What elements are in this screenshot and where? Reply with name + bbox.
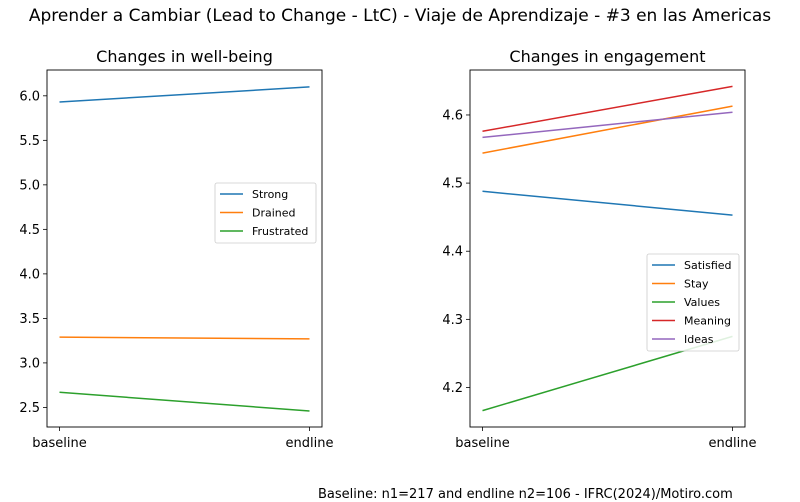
engagement-series-satisfied: [482, 190, 733, 216]
wellbeing-axes-frame: [46, 69, 323, 428]
engagement-xtick-label: endline: [709, 436, 757, 451]
engagement-ytick-label: 4.5: [442, 177, 463, 192]
engagement-legend-label-satisfied: Satisfied: [684, 259, 732, 272]
engagement-series-meaning: [482, 85, 733, 133]
wellbeing-xtick-label: baseline: [32, 436, 86, 451]
engagement-axes-frame: [469, 69, 746, 428]
wellbeing-chart: Changes in well-being 2.5 3.0 3.5 4.0 4.5 5.0 5…: [19, 47, 333, 451]
wellbeing-ytick-label: 3.0: [19, 356, 40, 371]
wellbeing-ytick-label: 4.5: [19, 223, 40, 238]
engagement-ytick-label: 4.3: [442, 313, 463, 328]
figure-title: Aprender a Cambiar (Lead to Change - LtC…: [28, 6, 772, 26]
wellbeing-ytick-label: 4.0: [19, 267, 40, 282]
engagement-chart: Changes in engagement 4.2 4.3 4.4 4.5 4.6 base…: [442, 47, 756, 451]
wellbeing-series-frustrated: [59, 391, 310, 412]
wellbeing-ytick-label: 5.0: [19, 178, 40, 193]
engagement-legend-label-values: Values: [684, 296, 720, 309]
engagement-legend-label-stay: Stay: [684, 278, 709, 291]
engagement-ytick-label: 4.2: [442, 381, 463, 396]
source-footnote: Baseline: n1=217 and endline n2=106 - IF…: [318, 487, 733, 502]
wellbeing-legend-label-frustrated: Frustrated: [252, 225, 308, 238]
wellbeing-series-drained: [59, 336, 310, 340]
wellbeing-legend-label-strong: Strong: [252, 188, 288, 201]
engagement-legend-label-meaning: Meaning: [684, 315, 731, 328]
wellbeing-series-strong: [59, 86, 310, 103]
wellbeing-legend-box: [214, 182, 317, 244]
engagement-ytick-label: 4.6: [442, 108, 463, 123]
engagement-legend-label-ideas: Ideas: [684, 333, 714, 346]
engagement-chart-title: Changes in engagement: [509, 47, 705, 66]
engagement-legend-box: [646, 253, 740, 352]
engagement-series-ideas: [482, 111, 733, 139]
wellbeing-xtick-label: endline: [286, 436, 334, 451]
wellbeing-legend-label-drained: Drained: [252, 207, 296, 220]
engagement-xtick-label: baseline: [455, 436, 509, 451]
wellbeing-ytick-label: 6.0: [19, 89, 40, 104]
engagement-series-stay: [482, 105, 733, 154]
engagement-ytick-label: 4.4: [442, 245, 463, 260]
wellbeing-ytick-label: 3.5: [19, 312, 40, 327]
wellbeing-ytick-label: 2.5: [19, 401, 40, 416]
wellbeing-chart-title: Changes in well-being: [96, 47, 273, 66]
wellbeing-ytick-label: 5.5: [19, 134, 40, 149]
